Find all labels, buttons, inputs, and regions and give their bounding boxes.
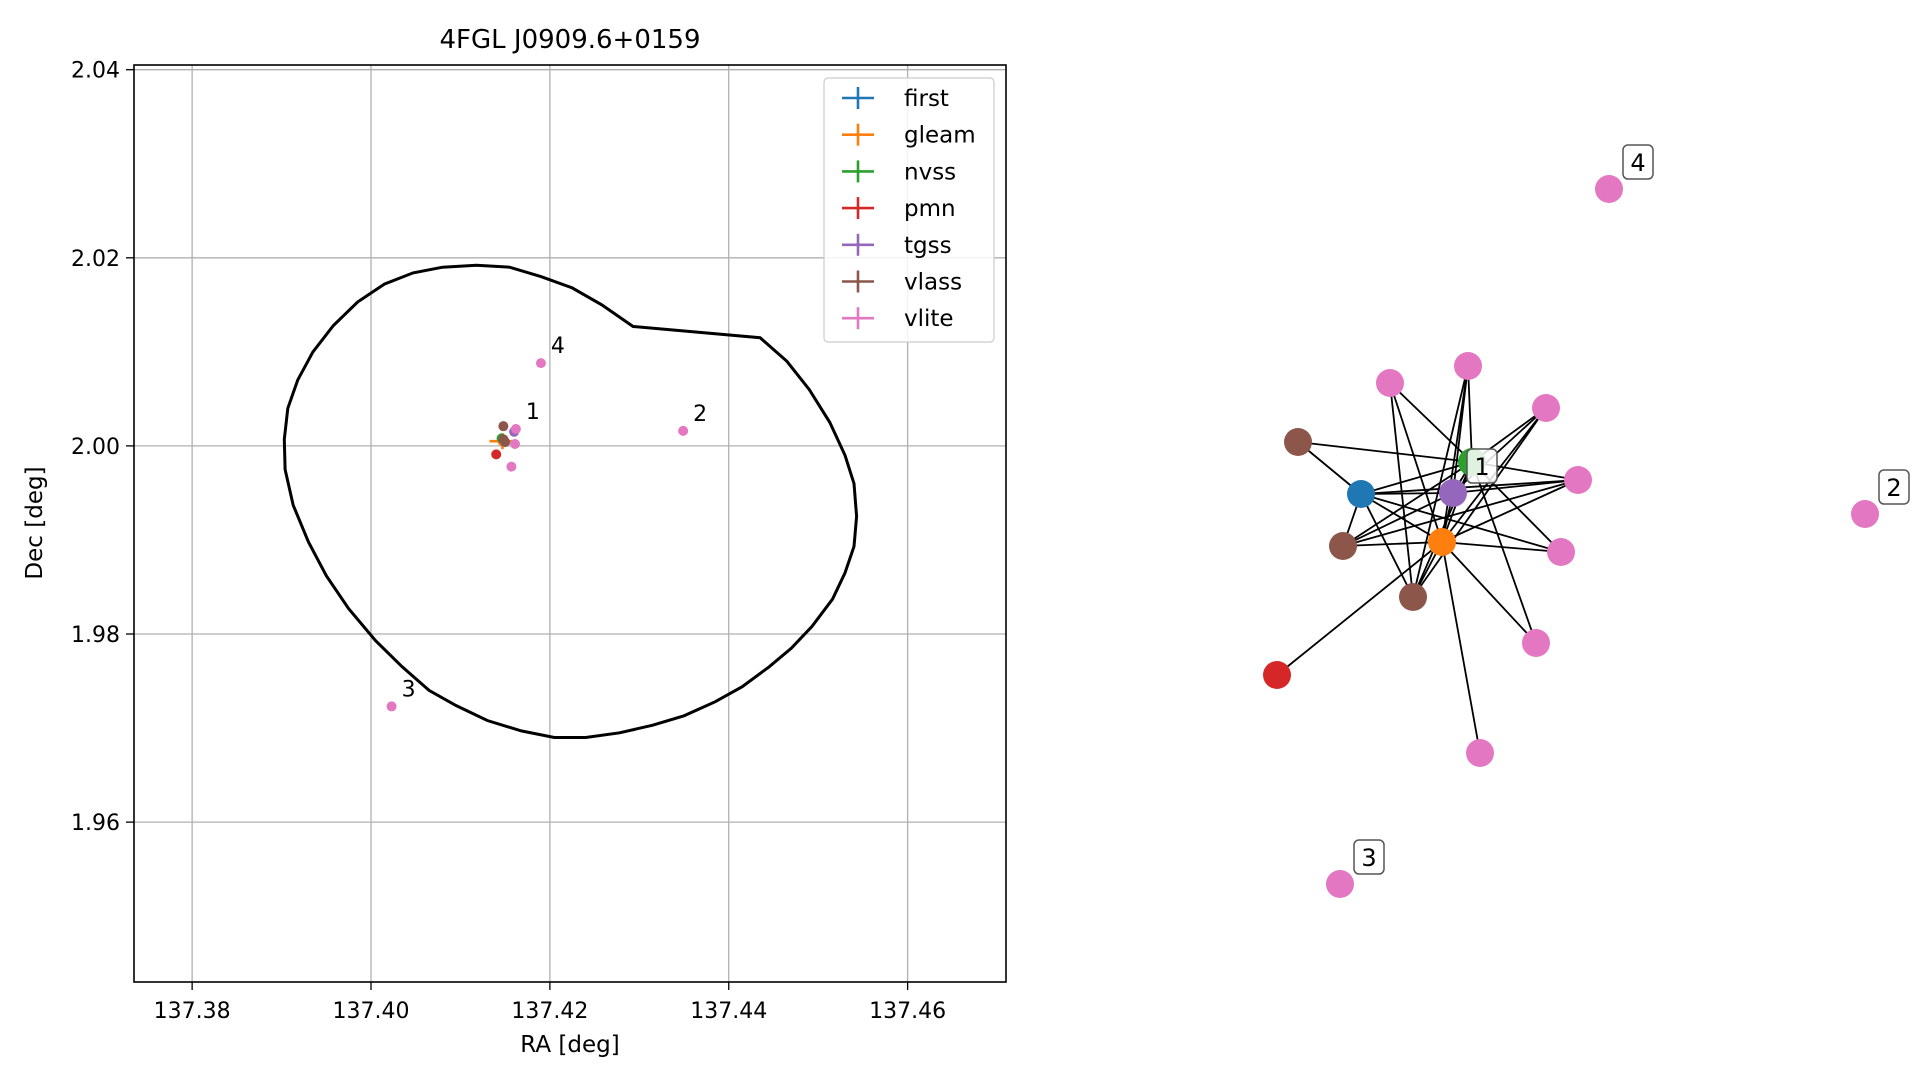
point-vlite <box>678 425 689 436</box>
network-edge <box>1342 492 1454 547</box>
ellipse-outline <box>282 263 859 739</box>
network-edge <box>1412 365 1469 598</box>
network-node-label-box <box>1466 448 1498 484</box>
error-ellipse <box>282 263 859 739</box>
network-node-labels: 1 2 3 4 <box>1353 144 1910 875</box>
network-edge <box>1452 365 1469 494</box>
y-tick-label: 2.04 <box>71 59 120 84</box>
network-edge <box>1360 493 1414 598</box>
network-node-tgss-1 <box>1439 479 1467 507</box>
legend-entries: first gleam nvss pmn tgss vlass vlite <box>842 86 976 332</box>
legend-label-tgss: tgss <box>904 233 952 259</box>
point-label: 2 <box>693 402 707 427</box>
legend-label-vlass: vlass <box>904 270 962 296</box>
network-edge <box>1441 541 1537 644</box>
network-node-label: 2 <box>1886 474 1901 502</box>
network-edge <box>1276 541 1443 676</box>
network-edge <box>1471 461 1537 644</box>
network-edge <box>1412 407 1547 598</box>
network-node-label-box <box>1353 839 1385 875</box>
point-vlass <box>500 437 511 448</box>
network-node-vlite-4 <box>1595 175 1623 203</box>
legend-label-pmn: pmn <box>904 196 956 222</box>
point-label: 4 <box>551 334 565 359</box>
x-tick-label: 137.40 <box>333 999 410 1024</box>
network-edge <box>1441 479 1579 543</box>
y-tick-label: 1.98 <box>71 623 120 648</box>
network-node-vlite-e <box>1547 538 1575 566</box>
network-node-label-box <box>1878 469 1910 505</box>
point-label: 1 <box>526 400 540 425</box>
network-node-vlite-3 <box>1326 870 1354 898</box>
x-tick-label: 137.38 <box>154 999 231 1024</box>
legend-label-first: first <box>904 86 949 112</box>
legend: first gleam nvss pmn tgss vlass vlite <box>823 77 995 343</box>
network-edge <box>1297 441 1473 463</box>
network-edge <box>1360 493 1562 553</box>
point-label: 3 <box>402 677 416 702</box>
point-vlite <box>535 358 546 369</box>
y-axis-label: Dec [deg] <box>22 466 48 579</box>
network-node-vlite-2 <box>1851 500 1879 528</box>
y-axis-ticks: 1.96 1.98 2.00 2.02 2.04 <box>71 59 134 836</box>
network-edge <box>1342 461 1473 547</box>
plot-frame <box>133 64 1007 983</box>
point-vlass <box>498 421 509 432</box>
y-tick-label: 1.96 <box>71 811 120 836</box>
legend-label-nvss: nvss <box>904 159 956 185</box>
legend-label-vlite: vlite <box>904 306 954 332</box>
x-tick-label: 137.42 <box>511 999 588 1024</box>
x-axis-label: RA [deg] <box>520 1032 619 1058</box>
point-vlite <box>386 701 397 712</box>
network-edge <box>1452 479 1579 494</box>
network-node-vlite-g <box>1466 739 1494 767</box>
network-node-label: 3 <box>1361 844 1376 872</box>
network-node-label-box <box>1622 144 1654 180</box>
y-tick-label: 2.02 <box>71 247 120 272</box>
grid <box>134 65 1006 982</box>
point-labels: 1 2 3 4 <box>402 334 708 702</box>
point-vlite <box>510 423 521 434</box>
network-node-label: 1 <box>1474 453 1489 481</box>
network-edge <box>1342 479 1579 547</box>
network-node-vlass-2 <box>1329 532 1357 560</box>
network-edge <box>1389 382 1414 598</box>
x-tick-label: 137.44 <box>690 999 767 1024</box>
network-node-vlass-3 <box>1399 583 1427 611</box>
network-node-gleam-1 <box>1428 528 1456 556</box>
plot-title: 4FGL J0909.6+0159 <box>440 25 701 55</box>
network-node-label: 4 <box>1630 149 1645 177</box>
network-edge <box>1389 382 1443 543</box>
point-vlite <box>506 461 517 472</box>
network-node-vlass-1 <box>1284 428 1312 456</box>
point-vlite <box>509 439 520 450</box>
network-edge <box>1467 365 1473 463</box>
network-edge <box>1360 479 1579 495</box>
legend-box <box>823 77 995 343</box>
network-node-vlite-a <box>1376 369 1404 397</box>
network-node-vlite-c <box>1532 394 1560 422</box>
network-nodes <box>1263 175 1879 898</box>
network-edge <box>1441 541 1481 754</box>
point-pmn <box>491 449 502 460</box>
network-node-first-1 <box>1347 480 1375 508</box>
network-node-vlite-d <box>1564 466 1592 494</box>
network-node-vlite-b <box>1454 352 1482 380</box>
x-tick-label: 137.46 <box>869 999 946 1024</box>
network-panel: 1 2 3 4 <box>1263 144 1910 898</box>
network-node-vlite-f <box>1522 629 1550 657</box>
y-tick-label: 2.00 <box>71 435 120 460</box>
network-edges <box>1276 365 1579 754</box>
network-node-pmn-1 <box>1263 661 1291 689</box>
sources-layer <box>386 358 689 712</box>
x-axis-ticks: 137.38 137.40 137.42 137.44 137.46 <box>154 982 946 1024</box>
legend-label-gleam: gleam <box>904 123 976 149</box>
scatter-panel: 1 2 3 4 137.38 137.40 137.42 137.44 137.46 1.96… <box>22 25 1007 1058</box>
